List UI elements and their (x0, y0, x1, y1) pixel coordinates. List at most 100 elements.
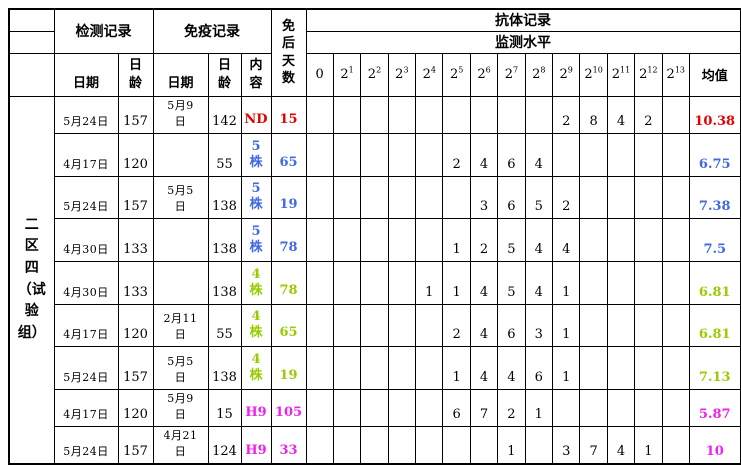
header-titer-2-10: 210 (579, 52, 608, 97)
cell-immunization-date: 2月11日 (152, 303, 209, 347)
cell-detection-age: 157 (117, 345, 154, 390)
cell-titer-2-12 (634, 217, 663, 262)
cell-detection-date: 5月24日 (53, 425, 119, 465)
cell-content: 4 株 (240, 303, 272, 347)
header-titer-2-1: 21 (332, 52, 362, 97)
cell-immunization-date: 5月9日 (152, 388, 209, 427)
cell-titer-2-12 (634, 303, 663, 347)
cell-immunization-date (152, 132, 209, 177)
cell-titer-2-10: 8 (579, 95, 608, 134)
cell-titer-2-6 (469, 425, 499, 465)
cell-titer-2-8: 3 (524, 303, 554, 347)
cell-titer-2-12 (634, 175, 663, 219)
cell-titer-2-8: 4 (524, 217, 554, 262)
cell-titer-2-9: 4 (552, 217, 581, 262)
cell-titer-2-2 (360, 175, 389, 219)
cell-titer-2-5 (442, 175, 471, 219)
header-monitoring-level: 监测水平 (305, 30, 741, 54)
cell-titer-2-2 (360, 303, 389, 347)
cell-titer-2-12 (634, 388, 663, 427)
cell-titer-2-1 (332, 95, 362, 134)
cell-titer-2-7: 6 (497, 175, 526, 219)
cell-immunization-date: 4月21日 (152, 425, 209, 465)
cell-immunization-age: 142 (207, 95, 242, 134)
header-titer-2-7: 27 (497, 52, 526, 97)
cell-titer-2-6: 4 (469, 345, 499, 390)
cell-titer-2-4: 1 (415, 260, 444, 305)
cell-titer-2-7 (497, 95, 526, 134)
corner-cell-mid (8, 30, 55, 54)
cell-titer-2-7: 1 (497, 425, 526, 465)
cell-titer-2-2 (360, 388, 389, 427)
header-titer-2-12: 212 (634, 52, 663, 97)
cell-titer-2-3 (387, 345, 417, 390)
cell-mean: 10 (688, 425, 741, 465)
cell-detection-date: 4月17日 (53, 303, 119, 347)
cell-titer-2-4 (415, 388, 444, 427)
cell-titer-2-1 (332, 175, 362, 219)
header-mean: 均值 (688, 52, 741, 97)
header-titer-2-8: 28 (524, 52, 554, 97)
cell-immunization-age: 138 (207, 217, 242, 262)
cell-titer-2-11 (606, 217, 636, 262)
header-content: 内 容 (240, 52, 272, 97)
header-titer-2-6: 26 (469, 52, 499, 97)
cell-post-days: 65 (270, 303, 307, 347)
cell-immunization-age: 138 (207, 260, 242, 305)
cell-mean: 7.13 (688, 345, 741, 390)
cell-titer-2-5: 1 (442, 260, 471, 305)
group-label: 二 区 四 （试 验 组） (8, 95, 55, 465)
cell-mean: 6.81 (688, 303, 741, 347)
header-post-immunization-days: 免 后 天 数 (270, 8, 307, 97)
table-row: 4月17日 120 55 5 株 65 2 4 6 4 6.75 (9, 132, 741, 177)
table-row: 4月17日 120 2月11日 55 4 株 65 2 4 6 3 1 6.81 (9, 303, 741, 347)
cell-titer-2-8: 4 (524, 132, 554, 177)
cell-titer-2-11 (606, 345, 636, 390)
cell-titer-2-13 (661, 388, 690, 427)
header-titer-2-3: 23 (387, 52, 417, 97)
cell-detection-date: 4月30日 (53, 260, 119, 305)
cell-titer-2-11 (606, 132, 636, 177)
table-row: 4月17日 120 5月9日 15 H9 105 6 7 2 1 5.87 (9, 388, 741, 427)
cell-titer-2-8: 1 (524, 388, 554, 427)
cell-titer-2-5: 2 (442, 132, 471, 177)
cell-titer-2-13 (661, 95, 690, 134)
header-titer-2-11: 211 (606, 52, 636, 97)
cell-post-days: 78 (270, 217, 307, 262)
cell-titer-2-13 (661, 425, 690, 465)
cell-titer-2-1 (332, 303, 362, 347)
cell-immunization-date: 5月5日 (152, 175, 209, 219)
cell-titer-2-13 (661, 175, 690, 219)
cell-titer-2-3 (387, 175, 417, 219)
cell-titer-2-11 (606, 175, 636, 219)
cell-content: H9 (240, 388, 272, 427)
cell-titer-2-10 (579, 217, 608, 262)
cell-titer-2-6: 7 (469, 388, 499, 427)
cell-immunization-date (152, 260, 209, 305)
cell-titer-2-3 (387, 132, 417, 177)
cell-post-days: 65 (270, 132, 307, 177)
cell-titer-2-1 (332, 425, 362, 465)
cell-detection-date: 5月24日 (53, 345, 119, 390)
cell-titer-2-10 (579, 132, 608, 177)
cell-titer-2-13 (661, 260, 690, 305)
cell-titer-2-6: 3 (469, 175, 499, 219)
cell-detection-date: 5月24日 (53, 95, 119, 134)
cell-titer-2-1 (332, 132, 362, 177)
cell-titer-2-10 (579, 303, 608, 347)
cell-post-days: 19 (270, 345, 307, 390)
cell-titer-2-2 (360, 345, 389, 390)
cell-titer-2-8 (524, 425, 554, 465)
cell-titer-2-9: 2 (552, 95, 581, 134)
cell-titer-2-3 (387, 95, 417, 134)
cell-titer-2-5: 1 (442, 345, 471, 390)
cell-detection-date: 5月24日 (53, 175, 119, 219)
cell-post-days: 33 (270, 425, 307, 465)
cell-titer-2-9 (552, 388, 581, 427)
cell-detection-age: 120 (117, 132, 154, 177)
header-detection-record: 检测记录 (53, 8, 154, 54)
cell-titer-0 (305, 303, 334, 347)
cell-content: ND (240, 95, 272, 134)
header-titer-2-4: 24 (415, 52, 444, 97)
cell-titer-2-5: 2 (442, 303, 471, 347)
